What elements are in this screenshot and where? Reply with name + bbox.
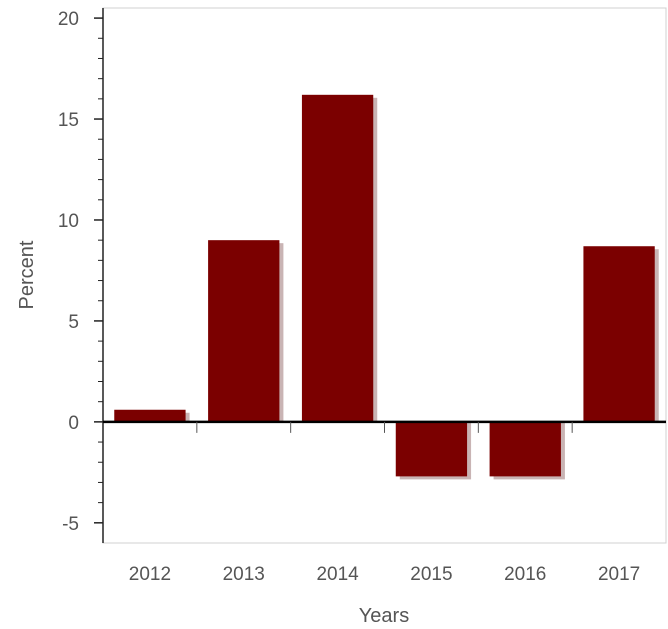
y-tick-label: 15: [58, 110, 79, 131]
y-tick-label: 0: [68, 413, 79, 434]
bar-2017: [583, 246, 655, 422]
bar-2013: [208, 240, 280, 422]
y-axis: -5 0 5 10 15 20: [58, 8, 104, 543]
x-axis-label: Years: [359, 605, 409, 627]
y-tick-label: 5: [68, 312, 79, 333]
bars-layer: [114, 94, 659, 480]
x-axis: 2012 2013 2014 2015 2016 2017: [103, 420, 666, 585]
plot-frame: [102, 7, 667, 544]
x-tick-label: 2014: [316, 564, 359, 585]
x-tick-label: 2016: [504, 564, 546, 585]
bar-2015: [395, 421, 468, 477]
bar-2014: [301, 94, 374, 422]
bar-2016: [489, 421, 561, 477]
y-tick-label: 10: [58, 211, 79, 232]
x-tick-label: 2013: [223, 564, 265, 585]
bar-2012: [114, 409, 186, 422]
y-tick-label: -5: [62, 514, 79, 535]
x-tick-label: 2017: [598, 564, 640, 585]
y-tick-label: 20: [58, 9, 79, 30]
x-tick-label: 2012: [129, 564, 171, 585]
y-axis-label: Percent: [16, 240, 38, 309]
x-tick-label: 2015: [410, 564, 452, 585]
